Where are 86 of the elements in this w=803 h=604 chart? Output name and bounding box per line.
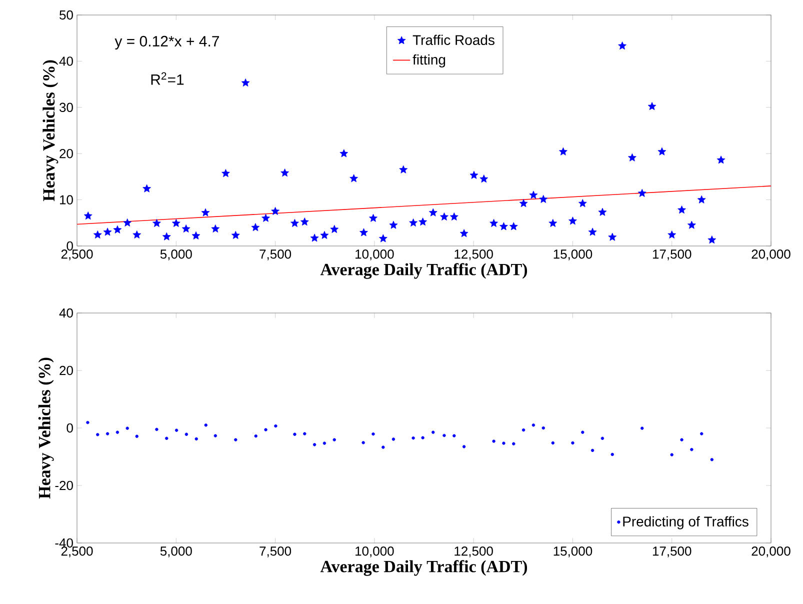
- x-tick-label: 17,500: [652, 546, 692, 558]
- point: [492, 440, 496, 443]
- point: [600, 436, 604, 440]
- point: [135, 434, 138, 438]
- point: [312, 443, 316, 446]
- x-tick-label: 15,000: [554, 546, 592, 558]
- point: [442, 434, 446, 438]
- point: [700, 432, 704, 436]
- legend-label: Traffic Roads: [412, 34, 494, 46]
- point: [710, 458, 714, 462]
- legend-label: Predicting of Traffics: [623, 516, 748, 530]
- point: [590, 448, 594, 452]
- point: [542, 426, 545, 430]
- x-tick-label: 7,500: [260, 250, 292, 260]
- y-tick-label: 0: [66, 241, 73, 251]
- x-tick-label: 10,000: [356, 250, 394, 260]
- y-tick-label: -40: [55, 538, 73, 548]
- point: [551, 441, 554, 445]
- point: [106, 432, 110, 436]
- point: [362, 441, 365, 444]
- annotation: R$^{2}$=1: [151, 72, 184, 85]
- x-tick-label: 12,500: [454, 250, 493, 260]
- point: [690, 448, 694, 452]
- point: [640, 426, 644, 430]
- point: [116, 430, 120, 434]
- y-axis-title: Heavy Vehicles (%): [42, 60, 58, 202]
- x-tick-label: 2,500: [61, 546, 93, 558]
- point: [293, 432, 296, 436]
- x-tick-label: 5,000: [160, 250, 192, 260]
- point: [581, 430, 584, 434]
- legend-label: fitting: [412, 54, 446, 68]
- x-tick-label: 20,000: [752, 546, 790, 558]
- point: [680, 438, 684, 442]
- point: [571, 441, 574, 445]
- x-tick-label: 12,500: [454, 546, 493, 558]
- point: [96, 433, 100, 436]
- y-tick-label: -20: [55, 480, 73, 490]
- y-tick-label: 50: [60, 10, 73, 20]
- point: [322, 442, 326, 445]
- point: [194, 437, 198, 441]
- point: [254, 434, 258, 438]
- x-tick-label: 15,000: [554, 250, 592, 260]
- y-tick-label: 10: [60, 195, 73, 204]
- point: [184, 432, 188, 436]
- point: [462, 445, 466, 448]
- point: [372, 432, 375, 436]
- point: [332, 438, 336, 442]
- point: [86, 420, 90, 424]
- y-tick-label: 20: [60, 366, 73, 376]
- point: [204, 424, 208, 427]
- point: [392, 438, 396, 441]
- point: [264, 428, 268, 432]
- point: [303, 432, 306, 436]
- point: [174, 428, 178, 432]
- y-tick-label: 40: [59, 56, 73, 66]
- point: [502, 442, 506, 445]
- point: [421, 436, 424, 440]
- y-tick-label: 30: [60, 102, 73, 112]
- x-axis-title: Average Daily Traffic (ADT): [320, 263, 528, 279]
- y-tick-label: 20: [60, 148, 73, 158]
- x-tick-label: 10,000: [356, 546, 394, 558]
- point: [412, 436, 415, 440]
- point: [512, 442, 516, 446]
- point: [274, 424, 278, 428]
- point: [432, 430, 435, 434]
- y-axis-title: Heavy Vehicles (%): [38, 358, 54, 499]
- point: [670, 453, 674, 456]
- point: [382, 446, 385, 449]
- point: [522, 428, 526, 432]
- point: [610, 452, 614, 456]
- point: [532, 424, 536, 427]
- x-tick-label: 2,500: [61, 250, 93, 260]
- x-tick-label: 7,500: [260, 546, 292, 558]
- y-tick-label: 40: [59, 308, 73, 318]
- point: [155, 428, 158, 432]
- point: [126, 426, 129, 430]
- point: [165, 436, 168, 440]
- x-tick-label: 20,000: [752, 250, 790, 260]
- x-tick-label: 5,000: [160, 546, 192, 558]
- point: [214, 434, 218, 438]
- point: [452, 434, 456, 438]
- x-tick-label: 17,500: [652, 250, 692, 260]
- y-tick-label: 0: [66, 423, 73, 433]
- point: [234, 438, 238, 442]
- annotation: y = 0.12*x + 4.7: [114, 36, 219, 50]
- x-axis-title: Average Daily Traffic (ADT): [320, 560, 528, 576]
